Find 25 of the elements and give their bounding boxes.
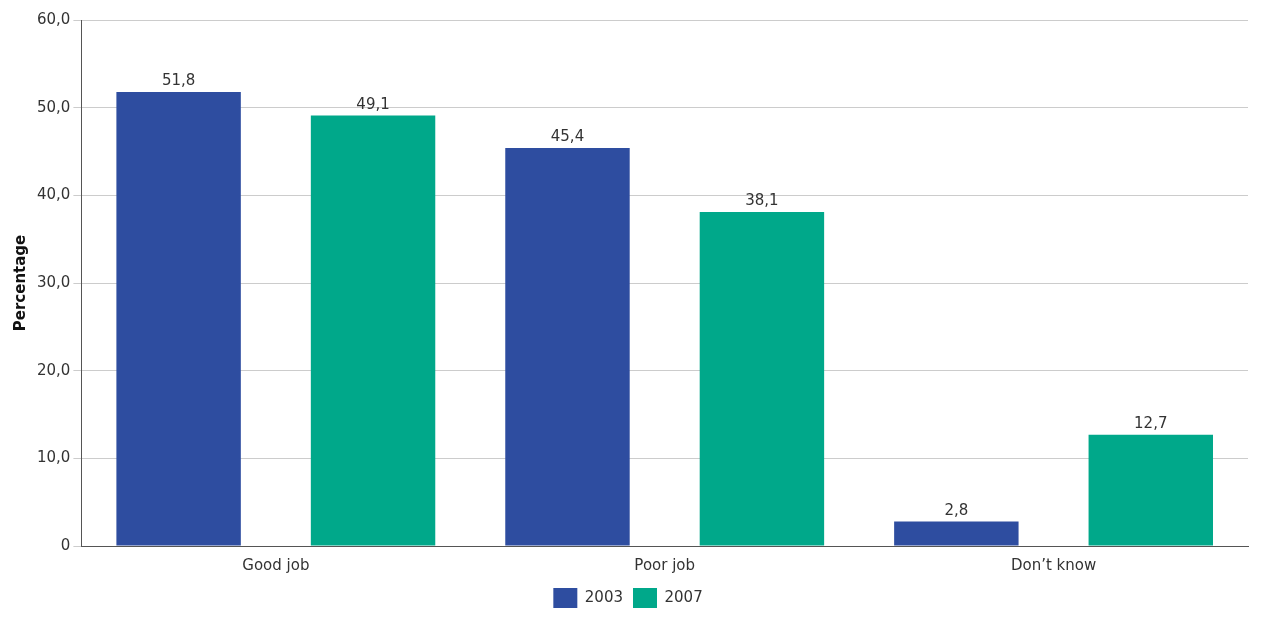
y-tick-label: 10,0 [36, 448, 71, 467]
bar [894, 521, 1019, 546]
data-label: 51,8 [161, 71, 196, 90]
bar [116, 91, 241, 546]
y-tick-label: 50,0 [36, 97, 71, 116]
bar [1088, 434, 1213, 546]
legend-label: 2007 [664, 587, 703, 606]
y-tick-label: 0 [60, 535, 71, 554]
y-tick-label: 30,0 [36, 272, 71, 291]
x-tick-label: Good job [242, 555, 310, 574]
bar [310, 115, 436, 546]
y-tick-label: 40,0 [36, 185, 71, 204]
data-label: 12,7 [1134, 414, 1168, 433]
legend-label: 2003 [584, 587, 624, 606]
data-label: 38,1 [745, 191, 779, 210]
data-label: 45,4 [550, 127, 585, 146]
bar [699, 211, 825, 546]
data-label: 2,8 [944, 500, 969, 519]
bar [505, 147, 630, 546]
x-tick-label: Poor job [634, 555, 696, 574]
y-axis-title: Percentage [10, 234, 29, 332]
data-label: 49,1 [356, 94, 390, 113]
x-tick-label: Don’t know [1010, 555, 1097, 574]
y-tick-label: 60,0 [36, 9, 71, 28]
y-tick-label: 20,0 [36, 360, 71, 379]
